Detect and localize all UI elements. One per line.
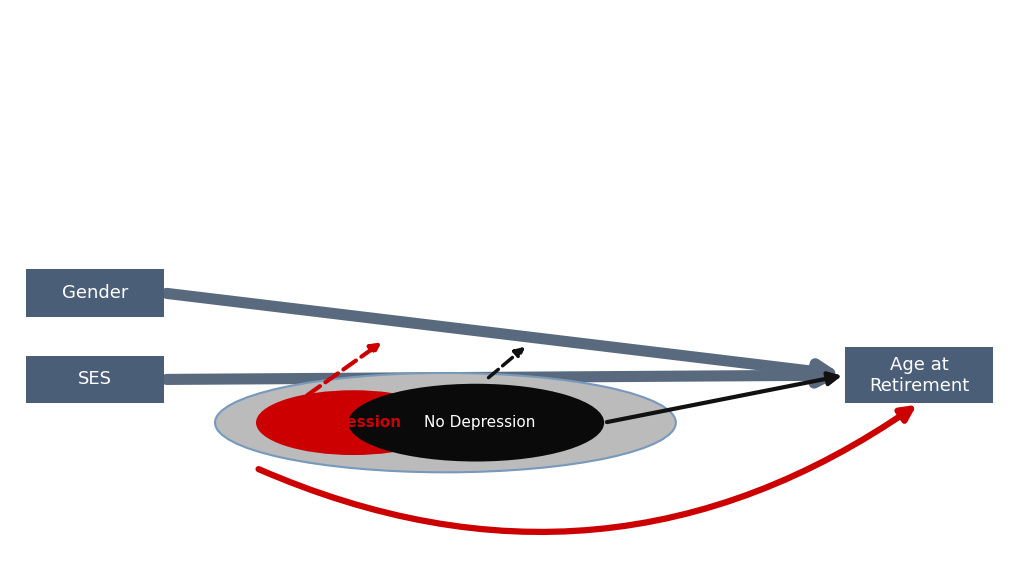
FancyBboxPatch shape [26, 356, 164, 403]
Ellipse shape [215, 373, 676, 472]
Ellipse shape [256, 391, 451, 455]
Text: SES: SES [78, 370, 112, 388]
Ellipse shape [348, 384, 604, 461]
Text: 3 Step Approach: 3 Step Approach [61, 98, 303, 126]
Text: LCA with Covariates and Distal Outcomes:: LCA with Covariates and Distal Outcomes: [61, 41, 679, 69]
Text: Age at
Retirement: Age at Retirement [869, 356, 969, 395]
Text: Depression: Depression [305, 415, 401, 430]
FancyArrowPatch shape [258, 409, 911, 532]
Text: No Depression: No Depression [424, 415, 535, 430]
FancyBboxPatch shape [845, 347, 993, 403]
FancyBboxPatch shape [26, 270, 164, 317]
Text: Gender: Gender [61, 284, 128, 302]
